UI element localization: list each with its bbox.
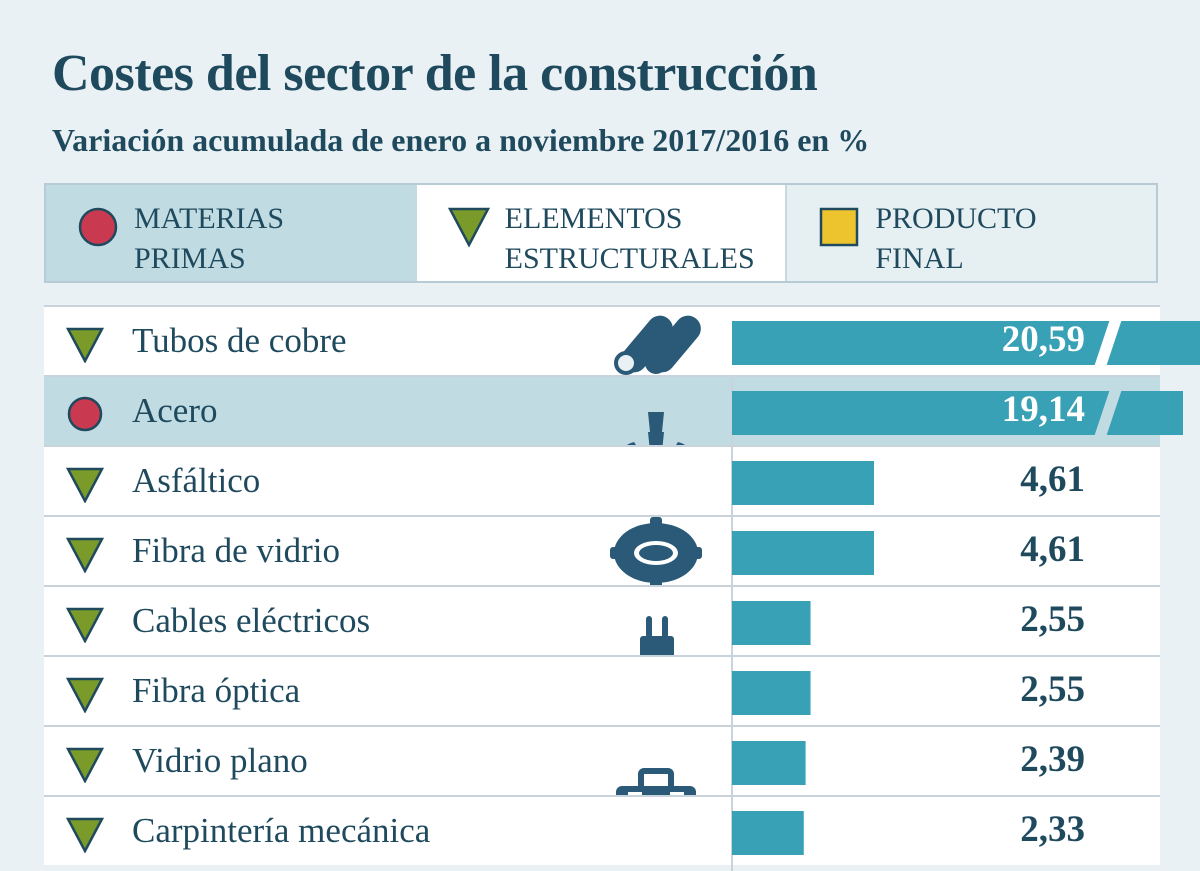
triangle-down-icon xyxy=(66,607,104,643)
value-label: 2,55 xyxy=(1020,599,1085,640)
axis-baseline xyxy=(731,378,733,871)
table-row: Fibra de vidrio xyxy=(44,515,1160,589)
legend-label: ELEMENTOS ESTRUCTURALES xyxy=(504,202,755,275)
triangle-down-icon xyxy=(66,467,104,503)
circle-icon xyxy=(67,396,103,432)
value-label: 19,14 xyxy=(1001,389,1085,430)
category-label: Fibra óptica xyxy=(132,671,301,710)
legend-item-producto-final: PRODUCTO FINAL xyxy=(787,185,1157,281)
legend-item-elementos-estructurales: ELEMENTOS ESTRUCTURALES xyxy=(416,185,788,281)
table-row: Carpintería mecánica xyxy=(44,795,1160,865)
legend-label: PRODUCTO FINAL xyxy=(875,202,1037,275)
value-label: 2,33 xyxy=(1020,809,1085,850)
value-label: 2,55 xyxy=(1020,669,1085,710)
circle-icon xyxy=(78,207,118,247)
chart-subtitle: Variación acumulada de enero a noviembre… xyxy=(52,122,870,158)
legend-item-materias-primas: MATERIAS PRIMAS xyxy=(46,185,417,281)
category-label: Acero xyxy=(132,391,218,430)
table-row: Vidrio plano xyxy=(44,725,1160,830)
value-label: 20,59 xyxy=(1001,319,1085,360)
pipes-icon xyxy=(614,315,701,375)
chart-title: Costes del sector de la construcción xyxy=(52,45,818,102)
table-row: Fibra óptica xyxy=(44,655,1160,725)
category-label: Cables eléctricos xyxy=(132,601,371,640)
legend: MATERIAS PRIMAS ELEMENTOS ESTRUCTURALES … xyxy=(44,183,1158,283)
triangle-down-icon xyxy=(66,677,104,713)
gear-icon xyxy=(610,517,702,589)
value-label: 4,61 xyxy=(1020,459,1085,500)
table-row: Acero xyxy=(44,375,1160,487)
triangle-down-icon xyxy=(66,747,104,783)
data-table: Tubos de cobre Acero Asfáltico Fibra de vid… xyxy=(44,305,1160,865)
square-icon xyxy=(820,207,859,247)
table-row: Asfáltico xyxy=(44,445,1160,515)
category-label: Vidrio plano xyxy=(132,741,308,780)
triangle-down-icon xyxy=(66,327,104,363)
legend-label: MATERIAS PRIMAS xyxy=(134,202,285,275)
triangle-down-icon xyxy=(447,207,490,248)
category-label: Tubos de cobre xyxy=(132,321,347,360)
category-label: Carpintería mecánica xyxy=(132,811,431,850)
table-row: Cables eléctricos xyxy=(44,585,1160,696)
triangle-down-icon xyxy=(66,817,104,853)
category-label: Fibra de vidrio xyxy=(132,531,341,570)
category-label: Asfáltico xyxy=(132,461,261,500)
value-label: 2,39 xyxy=(1020,739,1085,780)
value-label: 4,61 xyxy=(1020,529,1085,570)
table-row: Tubos de cobre xyxy=(44,305,1160,375)
triangle-down-icon xyxy=(66,537,104,573)
